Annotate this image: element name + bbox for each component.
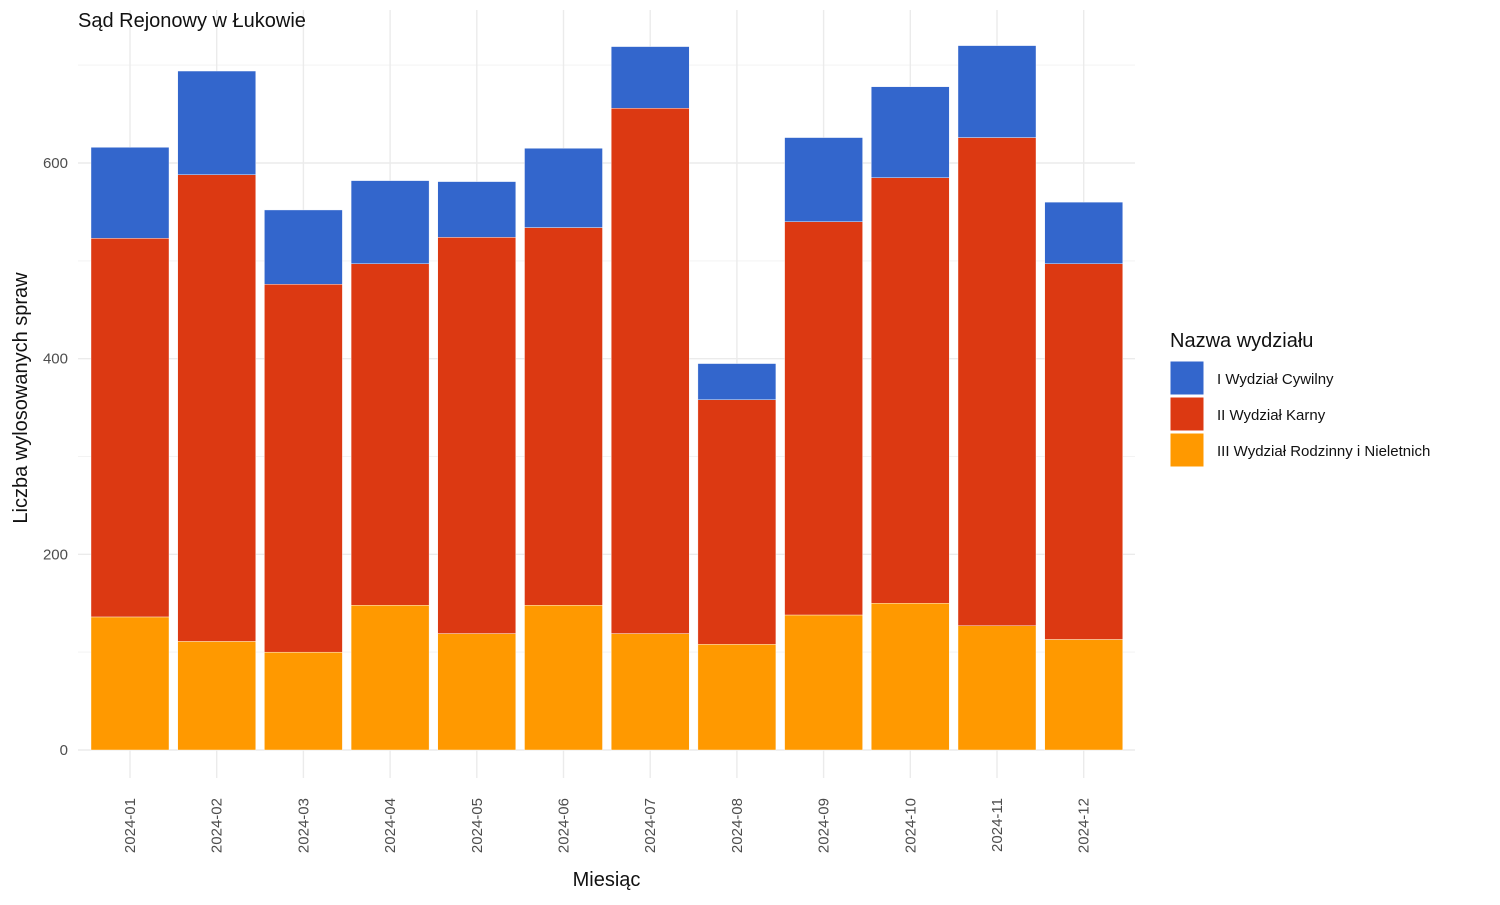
legend-label: II Wydział Karny [1217,407,1326,424]
x-tick-label: 2024-07 [642,798,659,853]
x-tick-label: 2024-09 [816,798,833,853]
y-axis-ticks: 0 200 400 600 [43,155,68,759]
bar-segment [697,399,777,645]
bar-segment [957,45,1037,138]
bar-segment [524,227,603,606]
y-tick-label: 600 [43,155,68,172]
bar-segment [611,46,690,109]
bar-segment [437,181,516,238]
bar-segment [957,625,1037,751]
bar-segment [784,221,863,616]
x-axis-title: Miesiąc [573,869,641,891]
bar-segment [437,237,516,634]
legend: Nazwa wydziału I Wydział Cywilny II Wydzi… [1169,330,1430,468]
bar-segment [350,263,430,606]
bar-segment [264,651,343,751]
bar-segment [957,137,1037,626]
bar-segment [177,70,256,175]
x-tick-label: 2024-10 [902,798,919,853]
legend-key [1169,396,1205,432]
x-tick-label: 2024-05 [469,798,486,853]
bar-segment [264,284,343,653]
y-tick-label: 400 [43,351,68,368]
bar-segment [697,363,777,400]
bar-segment [350,180,430,264]
bar-segment [871,603,950,751]
bar-segment [177,174,256,642]
x-tick-label: 2024-02 [209,798,226,853]
legend-key [1169,432,1205,468]
bar-segment [611,108,690,634]
bar-segment [1044,201,1123,264]
x-tick-label: 2024-12 [1076,798,1093,853]
bar-segment [90,238,170,618]
bar-segment [524,148,603,228]
bar-segment [697,644,777,751]
bar-segment [437,633,516,751]
legend-label: I Wydział Cywilny [1217,371,1334,388]
legend-label: III Wydział Rodzinny i Nieletnich [1217,443,1430,460]
bar-segment [524,605,603,751]
x-axis-ticks: 2024-01 2024-02 2024-03 2024-04 2024-05 2024-… [122,798,1093,853]
legend-key [1169,360,1205,396]
x-tick-label: 2024-11 [989,798,1006,852]
y-tick-label: 200 [43,546,68,563]
bar-segment [784,614,863,751]
y-tick-label: 0 [60,742,68,759]
bar-segment [1044,639,1123,751]
legend-title: Nazwa wydziału [1170,330,1313,352]
x-tick-label: 2024-01 [122,798,139,853]
bar-segment [871,86,950,178]
bar-segment [90,616,170,751]
x-tick-label: 2024-06 [556,798,573,853]
bars [90,45,1123,751]
x-tick-label: 2024-04 [382,798,399,853]
bar-segment [350,605,430,751]
bar-segment [177,641,256,751]
bar-segment [90,147,170,239]
x-tick-label: 2024-08 [729,798,746,853]
bar-segment [611,633,690,751]
y-axis-title: Liczba wylosowanych spraw [10,272,32,524]
bar-segment [784,137,863,222]
bar-segment [1044,263,1123,640]
chart-title: Sąd Rejonowy w Łukowie [78,10,306,32]
bar-segment [871,177,950,604]
bar-segment [264,209,343,285]
x-tick-label: 2024-03 [295,798,312,853]
